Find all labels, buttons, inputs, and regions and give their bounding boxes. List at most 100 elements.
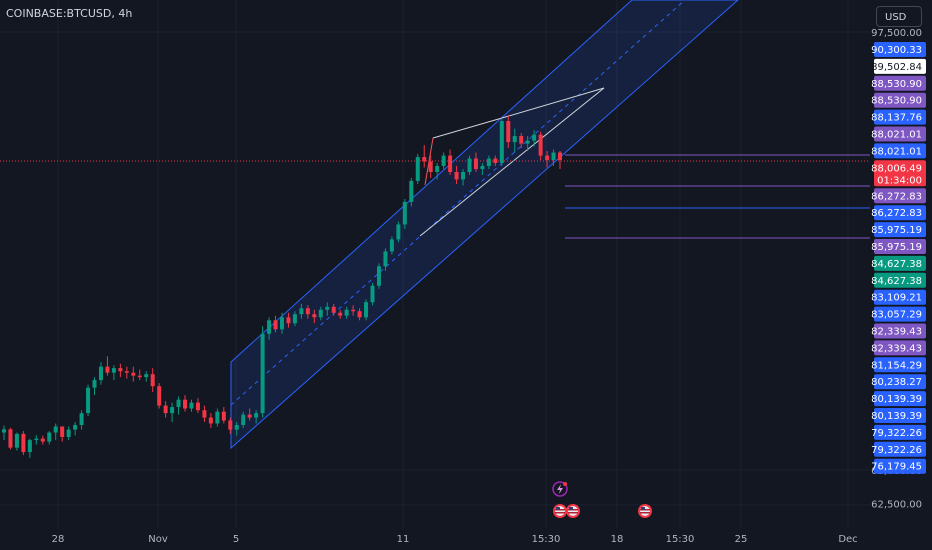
us-flag-event-icon[interactable] [553, 504, 567, 518]
candle [34, 435, 39, 445]
price-label-badge[interactable] [874, 408, 926, 423]
price-label-badge[interactable] [874, 306, 926, 322]
candle [260, 326, 265, 418]
price-label-text: 88,137.76 [871, 113, 922, 124]
price-label-badge[interactable] [874, 205, 926, 221]
candle-body [234, 424, 239, 430]
price-label-badge[interactable] [874, 255, 926, 271]
candle [383, 248, 388, 271]
chart-drawings[interactable] [230, 0, 739, 450]
us-flag-event-icon[interactable] [638, 504, 652, 518]
candle-body [493, 158, 498, 163]
candle-body [163, 405, 168, 414]
chart-grid [0, 0, 870, 528]
us-flag-event-icon[interactable] [566, 504, 580, 518]
parallel-channel[interactable] [230, 0, 739, 450]
candle [486, 155, 491, 170]
price-axis[interactable]: 97,500.0065,000.0062,500.0090,300.3389,5… [870, 0, 932, 550]
candle-body [499, 121, 504, 163]
horizontal-levels[interactable] [0, 154, 874, 239]
price-tick-label: 62,500.00 [871, 500, 922, 511]
candle [273, 315, 278, 333]
candle-body [124, 371, 129, 373]
candle [247, 408, 252, 421]
candle-body [98, 366, 103, 381]
price-label-badge[interactable] [874, 323, 926, 339]
price-label-badge[interactable] [874, 357, 926, 373]
candle-body [512, 136, 517, 143]
candle-body [467, 158, 472, 173]
candle-body [247, 414, 252, 418]
candle [519, 133, 524, 149]
candle-body [461, 172, 466, 180]
price-label-badge[interactable] [874, 42, 926, 57]
candle-body [79, 413, 84, 425]
candle-body [8, 429, 13, 448]
candle-body [551, 152, 556, 161]
price-label-badge[interactable] [874, 188, 926, 204]
last-price-badge[interactable] [874, 160, 926, 187]
price-label-badge[interactable] [874, 441, 926, 457]
currency-button[interactable]: USD [876, 6, 922, 27]
price-label-badge[interactable] [874, 126, 926, 142]
candle [234, 422, 239, 436]
candle [8, 427, 13, 450]
candle [538, 131, 543, 161]
candle-body [538, 134, 543, 156]
price-label-badge[interactable] [874, 109, 926, 125]
candle [448, 149, 453, 175]
price-label-badge[interactable] [874, 458, 926, 474]
candle-body [195, 402, 200, 411]
candle [195, 398, 200, 414]
candle-body [150, 374, 155, 387]
candle [14, 432, 19, 451]
candle-body [144, 374, 149, 378]
price-label-badge[interactable] [874, 289, 926, 305]
wedge-upper-line[interactable] [432, 87, 605, 139]
candle-body [364, 302, 369, 318]
candle [40, 435, 45, 445]
time-tick-label: 15:30 [532, 534, 561, 545]
event-markers[interactable] [552, 481, 652, 518]
candle [480, 162, 485, 175]
candle-body [111, 368, 116, 373]
price-label-badge[interactable] [874, 143, 926, 159]
price-label-text: 88,530.90 [871, 79, 922, 90]
flag-stripe [555, 512, 565, 514]
candle-body [118, 368, 123, 372]
candle [131, 366, 136, 382]
symbol-title[interactable]: COINBASE:BTCUSD, 4h [6, 7, 133, 20]
candle [557, 151, 563, 170]
price-label-badge[interactable] [874, 391, 926, 407]
price-label-text: 82,339.43 [871, 343, 922, 354]
price-label-badge[interactable] [874, 222, 926, 238]
price-label-badge[interactable] [874, 58, 926, 74]
candle-body [86, 387, 91, 414]
price-label-badge[interactable] [874, 239, 926, 254]
candle-body [448, 155, 453, 173]
candle-body [292, 314, 297, 324]
wedge-lower-line[interactable] [419, 87, 605, 237]
price-label-text: 81,154.29 [871, 360, 922, 371]
candle [351, 305, 356, 316]
price-label-badge[interactable] [874, 92, 926, 108]
candle [79, 410, 84, 430]
candle [267, 317, 272, 340]
candle-body [21, 433, 26, 453]
price-label-badge[interactable] [874, 340, 926, 356]
time-tick-label: 28 [52, 534, 65, 545]
price-label-badge[interactable] [874, 424, 926, 440]
price-label-badge[interactable] [874, 75, 926, 91]
price-label-text: 88,530.90 [871, 96, 922, 107]
price-label-text: 84,627.38 [871, 276, 922, 287]
time-tick-label: 18 [611, 534, 624, 545]
price-label-badge[interactable] [874, 374, 926, 390]
candle-body [299, 308, 304, 315]
candle [144, 371, 149, 382]
price-label-badge[interactable] [874, 272, 926, 288]
countdown-label: 01:34:00 [877, 175, 922, 186]
lightning-event-icon[interactable] [552, 481, 568, 497]
time-axis[interactable]: 28 Nov 5 11 15:30 18 15:30 25 Dec [0, 528, 870, 550]
